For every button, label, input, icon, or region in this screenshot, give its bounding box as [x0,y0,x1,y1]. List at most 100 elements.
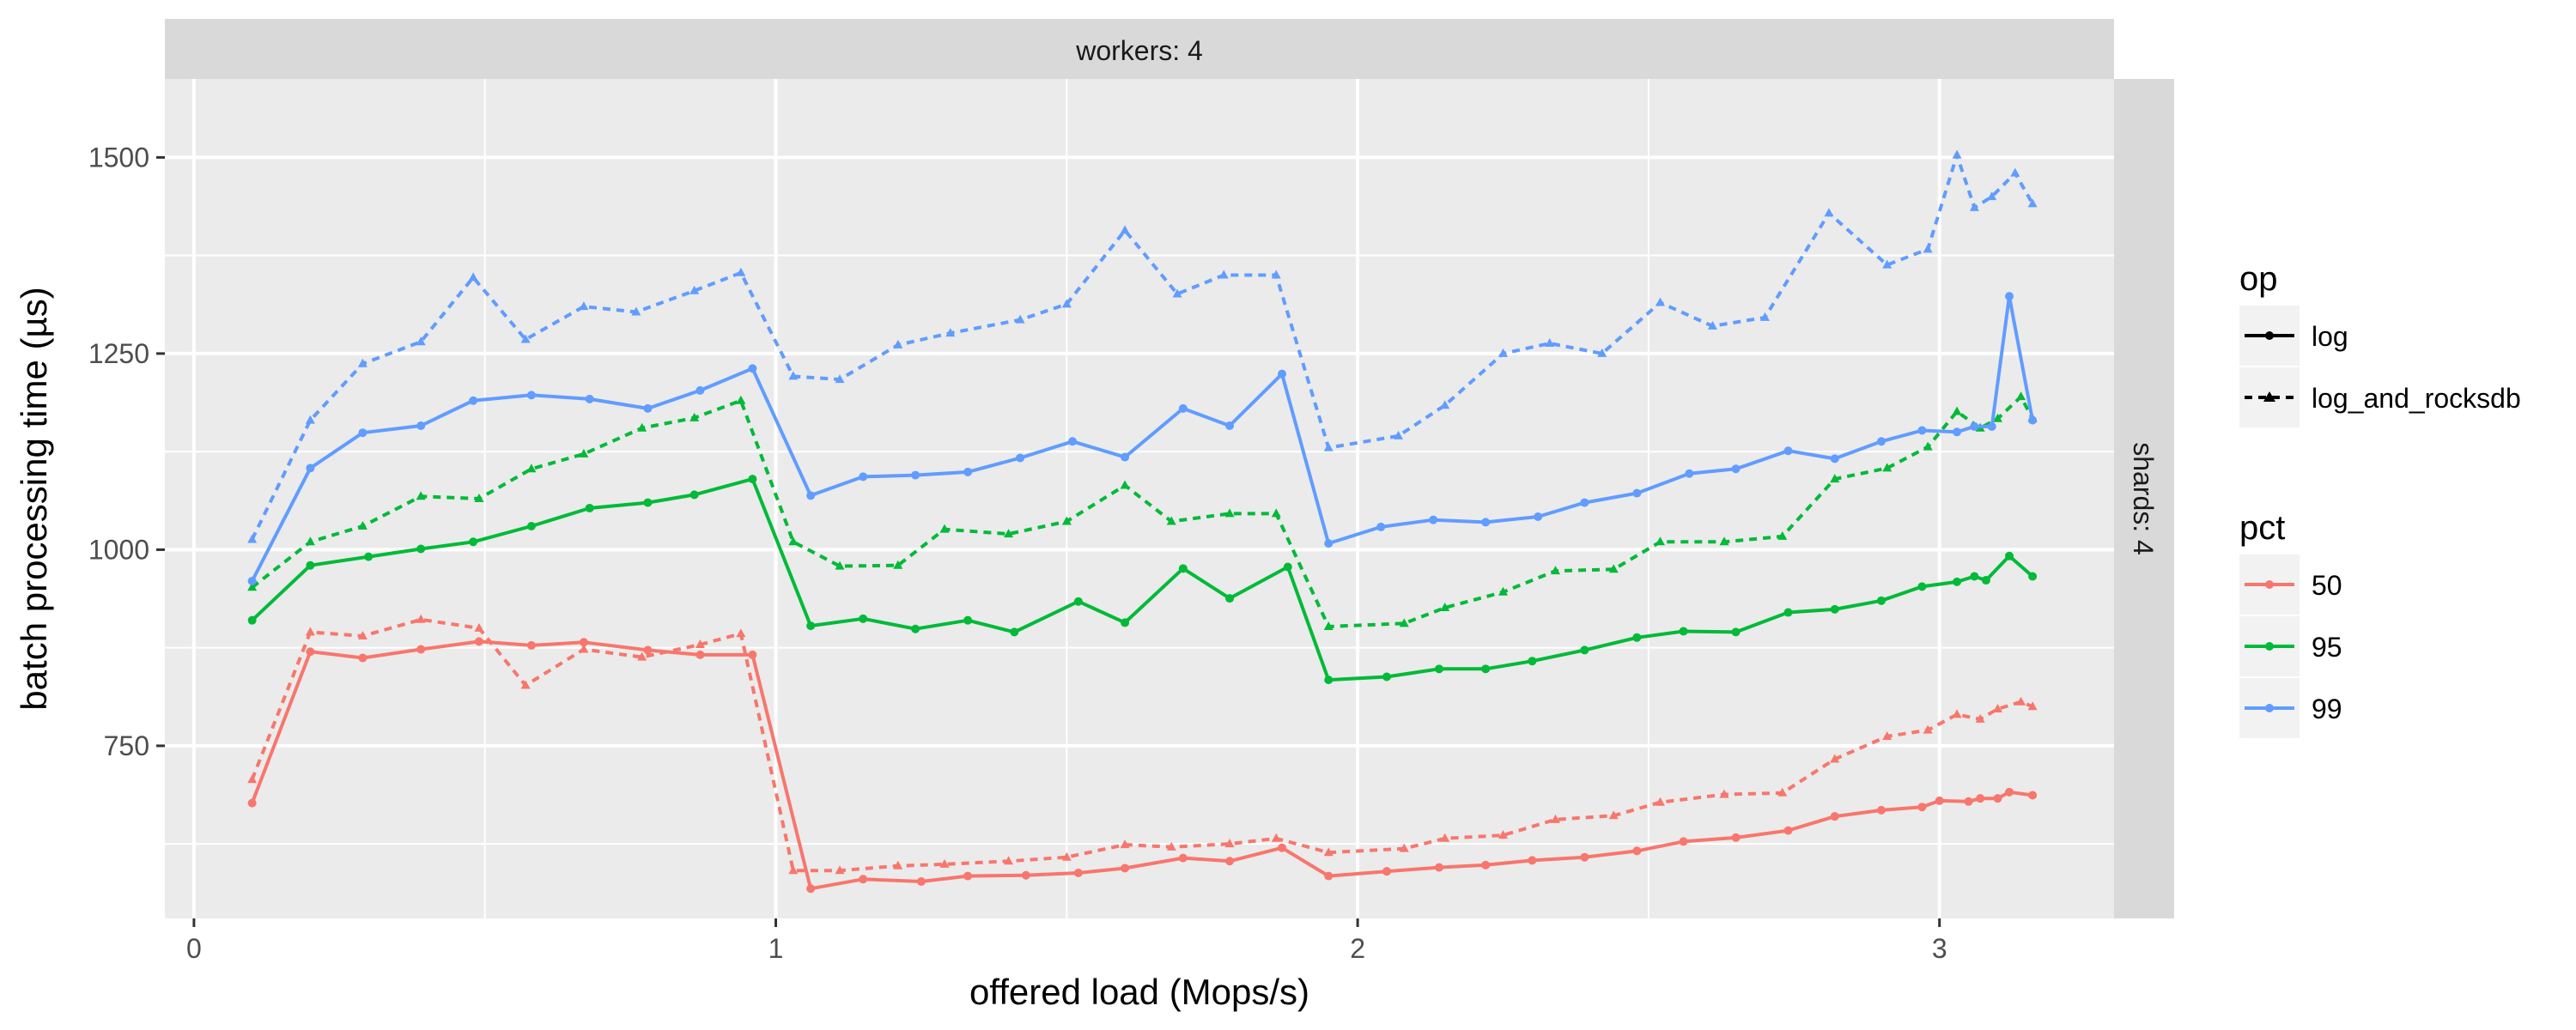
data-point [305,415,315,424]
data-point [1394,430,1404,439]
data-point [526,521,536,530]
data-point [1953,577,1962,586]
data-point [690,285,700,294]
data-point [469,396,478,405]
legend-op-title: op [2239,260,2278,298]
data-point [1324,676,1334,685]
data-point [1608,810,1619,820]
data-point [945,328,956,337]
data-point [1783,608,1793,617]
data-point [1876,437,1886,446]
legend-op-key-log-point [2265,331,2274,340]
data-point [247,798,257,808]
data-point [306,647,315,657]
data-point [1783,446,1793,456]
data-point [631,306,641,316]
facet-strip-top [165,19,2114,79]
data-point [1382,867,1391,876]
data-point [579,644,589,653]
data-point [1271,833,1281,842]
data-point [469,537,478,547]
data-point [1731,833,1741,842]
data-point [1953,427,1962,437]
data-point [1876,805,1886,815]
data-point [1224,508,1235,518]
data-point [2005,551,2014,560]
data-point [1323,442,1334,451]
data-point [2027,701,2038,711]
data-point [1685,469,1694,478]
data-point [748,475,757,484]
data-point [806,621,816,631]
data-point [1498,348,1509,357]
data-point [526,464,537,473]
data-point [1545,338,1555,348]
data-point [1399,843,1409,852]
legend-pct-title: pct [2239,509,2285,547]
data-point [911,470,920,480]
data-point [1434,664,1443,674]
data-point [1121,618,1130,627]
data-point [643,403,653,413]
data-point [695,639,705,649]
data-point [1923,441,1933,451]
data-point [1992,413,2002,422]
y-tick-label: 1500 [88,142,149,173]
y-tick-label: 1250 [88,338,149,369]
legend-pct-key-95-point [2265,642,2274,651]
data-point [1830,754,1840,763]
data-point [1323,621,1334,630]
legend: op log log_and_rocksdb pct 50 95 99 [2239,260,2521,738]
data-point [520,334,531,343]
data-point [637,651,647,661]
data-point [2028,415,2038,425]
data-point [835,374,845,384]
data-point [526,640,536,650]
data-point [1975,713,1985,723]
data-point [416,614,426,623]
data-point [788,536,799,546]
data-point [1976,794,1985,803]
x-axis: 0 1 2 3 [186,918,1947,964]
data-point [306,464,315,473]
data-point [1952,406,1962,415]
data-point [1120,480,1130,489]
data-point [416,491,426,500]
data-point [1178,564,1188,573]
data-point [1917,803,1927,812]
data-point [1225,594,1235,603]
data-point [1061,299,1072,308]
data-point [1882,259,1893,269]
data-point [788,865,799,875]
data-point [1278,369,1287,379]
data-point [1655,797,1665,806]
x-tick-label: 0 [186,933,202,964]
data-point [893,860,903,869]
data-point [859,472,868,482]
data-point [911,624,920,633]
data-point [474,637,483,646]
data-point [1783,826,1793,835]
data-point [1166,841,1176,851]
data-point [364,552,374,561]
data-point [416,544,426,554]
data-point [835,865,845,875]
data-point [1016,453,1025,463]
data-point [357,358,368,367]
data-point [736,395,746,404]
data-point [1679,837,1688,846]
data-point [468,272,478,282]
data-point [859,875,868,884]
data-point [1382,672,1391,682]
series-layer [247,149,2038,894]
data-point [1580,645,1589,655]
data-point [1830,604,1839,614]
data-point [2028,572,2038,581]
data-point [963,615,973,625]
y-tick-label: 750 [104,730,149,761]
data-point [1225,421,1235,430]
data-point [1283,562,1292,572]
data-point [247,774,258,784]
data-point [357,520,368,530]
